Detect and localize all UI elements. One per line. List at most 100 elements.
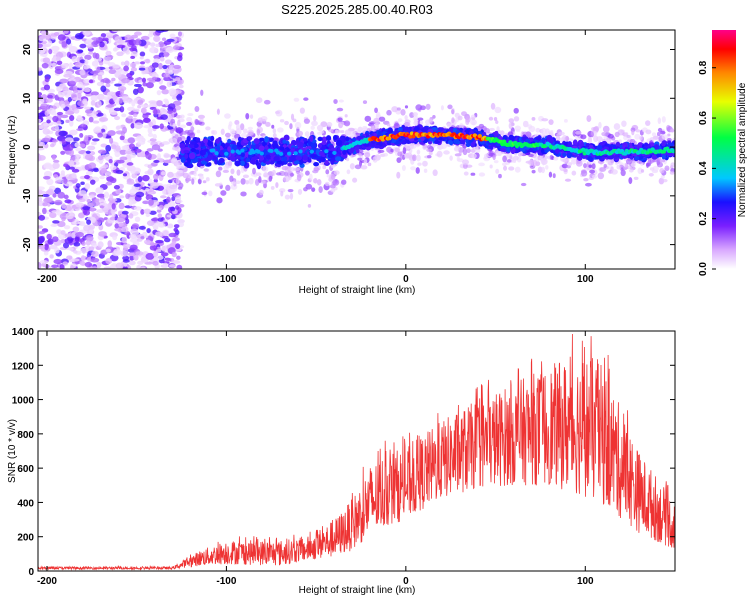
heatmap-cell — [42, 128, 51, 135]
heatmap-cell — [133, 148, 142, 153]
heatmap-cell — [109, 165, 117, 171]
heatmap-cell — [188, 172, 192, 176]
heatmap-cell — [69, 129, 78, 136]
heatmap-cell — [156, 100, 163, 107]
heatmap-cell — [620, 167, 624, 171]
heatmap-cell — [95, 187, 104, 194]
heatmap-cell — [150, 42, 156, 47]
heatmap-cell — [56, 229, 62, 235]
heatmap-cell — [108, 69, 117, 75]
heatmap-cell — [79, 59, 86, 64]
heatmap-cell — [50, 223, 58, 227]
heatmap-cell — [116, 51, 124, 57]
heatmap-cell — [177, 219, 185, 224]
heatmap-cell — [426, 148, 432, 153]
heatmap-cell — [412, 154, 417, 162]
heatmap-cell — [409, 145, 417, 149]
heatmap-cell — [138, 225, 146, 230]
heatmap-cell — [142, 200, 150, 205]
heatmap-cell — [249, 159, 256, 165]
heatmap-cell — [163, 237, 171, 243]
heatmap-cell — [271, 169, 276, 176]
heatmap-cell — [84, 58, 89, 66]
heatmap-cell — [443, 150, 450, 155]
heatmap-cell — [666, 137, 672, 142]
heatmap-cell — [40, 103, 49, 109]
heatmap-cell — [42, 202, 48, 207]
heatmap-cell — [178, 203, 185, 208]
heatmap-cell — [471, 153, 477, 159]
heatmap-cell — [140, 208, 145, 215]
heatmap-cell — [136, 264, 142, 269]
heatmap-cell — [512, 159, 517, 163]
heatmap-cell — [78, 198, 86, 203]
heatmap-cell — [92, 120, 100, 124]
heatmap-cell — [541, 166, 546, 174]
heatmap-cell — [508, 122, 513, 130]
heatmap-cell — [629, 168, 634, 173]
heatmap-cell — [602, 125, 610, 133]
heatmap-cell — [108, 159, 113, 164]
heatmap-cell — [649, 167, 655, 171]
heatmap-cell — [166, 223, 174, 229]
heatmap-cell — [128, 213, 134, 219]
heatmap-cell — [652, 165, 659, 172]
heatmap-cell — [74, 235, 80, 243]
heatmap-cell — [637, 167, 643, 175]
heatmap-cell — [42, 122, 52, 127]
heatmap-cell — [522, 120, 529, 128]
heatmap-cell — [165, 46, 175, 54]
heatmap-cell — [358, 153, 362, 157]
heatmap-cell — [317, 136, 323, 142]
heatmap-cell — [457, 115, 463, 121]
heatmap-cell — [93, 168, 99, 173]
heatmap-cell — [64, 199, 72, 204]
heatmap-cell — [390, 148, 394, 153]
heatmap-cell — [652, 135, 658, 140]
heatmap-cell — [38, 112, 46, 117]
heatmap-cell — [159, 56, 165, 62]
heatmap-cell — [200, 89, 204, 96]
heatmap-cell — [333, 170, 340, 175]
heatmap-cell — [166, 196, 171, 203]
heatmap-cell — [296, 174, 302, 181]
heatmap-cell — [137, 99, 144, 105]
heatmap-cell — [57, 34, 66, 41]
heatmap-cell — [252, 167, 256, 175]
heatmap-cell — [158, 52, 165, 58]
heatmap-cell — [49, 254, 54, 259]
heatmap-cell — [152, 260, 159, 266]
heatmap-cell — [310, 125, 315, 130]
heatmap-cell — [352, 177, 358, 183]
heatmap-cell — [146, 82, 154, 89]
heatmap-cell — [670, 162, 675, 168]
heatmap-cell — [259, 180, 266, 184]
heatmap-cell — [87, 145, 96, 151]
heatmap-cell — [289, 166, 295, 172]
heatmap-cell — [43, 162, 53, 170]
heatmap-cell — [644, 142, 649, 147]
heatmap-cell — [168, 88, 177, 96]
heatmap-cell — [91, 200, 100, 207]
heatmap-cell — [97, 74, 103, 81]
heatmap-cell — [159, 123, 164, 130]
heatmap-cell — [514, 166, 521, 173]
heatmap-cell — [122, 173, 128, 177]
heatmap-cell — [416, 154, 421, 162]
heatmap-cell — [284, 120, 289, 126]
heatmap-cell — [175, 195, 182, 202]
heatmap-cell — [149, 46, 158, 54]
heatmap-cell — [320, 121, 328, 128]
heatmap-cell — [146, 228, 151, 234]
heatmap-cell — [240, 152, 245, 158]
heatmap-cell — [56, 120, 62, 125]
heatmap-cell — [55, 56, 61, 61]
heatmap-cell — [178, 182, 184, 189]
heatmap-cell — [124, 34, 133, 42]
heatmap-cell — [142, 113, 149, 119]
heatmap-cell — [174, 134, 179, 139]
heatmap-cell — [115, 145, 121, 152]
heatmap-cell — [51, 264, 59, 268]
heatmap-cell — [472, 121, 476, 126]
heatmap-cell — [139, 56, 144, 60]
